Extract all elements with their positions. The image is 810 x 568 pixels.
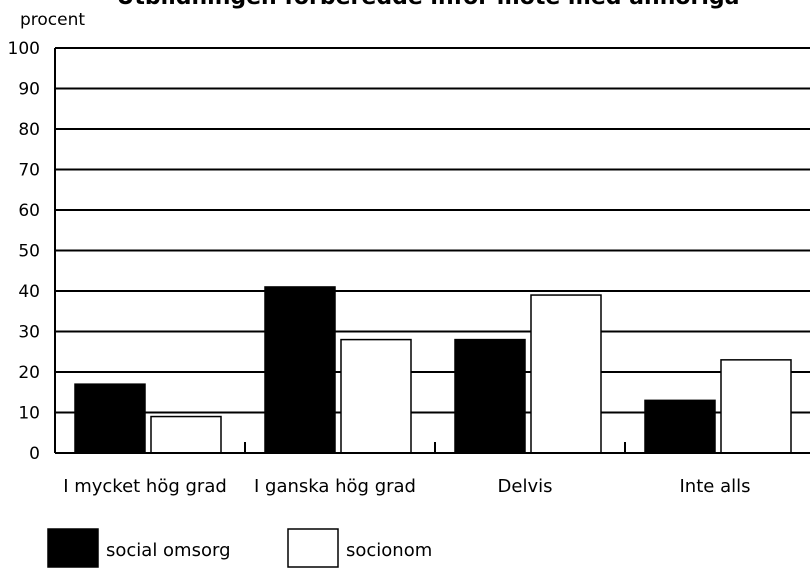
bar-socionom-2 [341, 340, 411, 453]
y-tick-label: 60 [18, 201, 40, 221]
legend-item-social-omsorg: social omsorg [48, 529, 231, 567]
y-tick-label: 90 [18, 80, 40, 100]
legend-swatch [48, 529, 98, 567]
y-tick-label: 10 [18, 404, 40, 424]
bar-social-omsorg-3 [455, 340, 525, 453]
bar-socionom-1 [151, 417, 221, 453]
y-tick-label: 0 [29, 444, 40, 464]
y-tick-label: 40 [18, 282, 40, 302]
y-axis-unit-label: procent [20, 10, 85, 30]
x-category-label: Inte alls [680, 476, 751, 497]
x-category-label: Delvis [498, 476, 553, 497]
y-tick-label: 50 [18, 242, 40, 262]
legend-label: socionom [346, 540, 432, 561]
bar-social-omsorg-4 [645, 400, 715, 453]
legend: social omsorg socionom [48, 529, 432, 567]
bar-social-omsorg-2 [265, 287, 335, 453]
y-tick-label: 100 [8, 39, 40, 59]
legend-label: social omsorg [106, 540, 231, 561]
bar-social-omsorg-1 [75, 384, 145, 453]
chart-title: Utbildningen förberedde inför möte med a… [117, 0, 740, 10]
gridlines [55, 48, 810, 453]
bar-socionom-4 [721, 360, 791, 453]
bar-socionom-3 [531, 295, 601, 453]
legend-swatch [288, 529, 338, 567]
y-tick-label: 20 [18, 363, 40, 383]
x-category-label: I mycket hög grad [63, 476, 227, 497]
legend-item-socionom: socionom [288, 529, 432, 567]
bars [75, 287, 791, 453]
y-tick-label: 30 [18, 323, 40, 343]
x-category-label: I ganska hög grad [254, 476, 416, 497]
y-tick-label: 70 [18, 161, 40, 181]
y-axis-ticks: 0 10 20 30 40 50 60 70 80 90 100 [8, 39, 40, 464]
y-tick-label: 80 [18, 120, 40, 140]
x-axis-category-labels: I mycket hög grad I ganska hög grad Delvis… [63, 476, 750, 497]
